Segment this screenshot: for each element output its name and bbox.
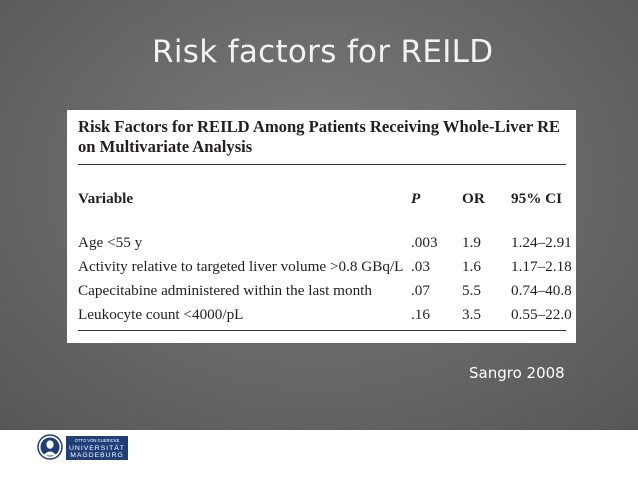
header-variable: Variable [78,190,134,207]
table-row: Capecitabine administered within the las… [67,282,576,302]
cell-p: .07 [411,282,430,299]
header-or: OR [462,190,485,207]
cell-ci: 1.17–2.18 [511,258,572,275]
table-top-rule [78,164,566,165]
cell-or: 3.5 [462,306,481,323]
slide-background: Risk factors for REILD Risk Factors for … [0,0,638,430]
cell-variable: Activity relative to targeted liver volu… [78,258,404,275]
wordmark-block [66,436,128,460]
cell-variable: Age <55 y [78,234,143,251]
slide-title: Risk factors for REILD [152,34,494,70]
cell-p: .003 [411,234,438,251]
cell-ci: 0.74–40.8 [511,282,572,299]
table-row: Age <55 y .003 1.9 1.24–2.91 [67,234,576,254]
logo-line-1: OTTO VON GUERICKE [75,438,120,443]
logo-line-2: UNIVERSITÄT [69,444,125,452]
cell-p: .16 [411,306,430,323]
cell-or: 5.5 [462,282,481,299]
table-title: Risk Factors for REILD Among Patients Re… [78,117,561,156]
logo-line-3: MAGDEBURG [70,452,124,459]
cell-or: 1.6 [462,258,481,275]
cell-ci: 0.55–22.0 [511,306,572,323]
table-header-row: Variable P OR 95% CI [67,190,576,210]
cell-variable: Capecitabine administered within the las… [78,282,372,299]
seal-ring-icon [37,434,63,460]
header-ci: 95% CI [511,190,563,207]
table-bottom-rule [78,330,566,331]
results-table: Risk Factors for REILD Among Patients Re… [67,110,576,343]
source-citation: Sangro 2008 [469,364,565,382]
cell-or: 1.9 [462,234,481,251]
university-logo: OTTO VON GUERICKE UNIVERSITÄT MAGDEBURG [37,434,128,460]
cell-p: .03 [411,258,430,275]
table-row: Leukocyte count <4000/pL .16 3.5 0.55–22… [67,306,576,326]
table-row: Activity relative to targeted liver volu… [67,258,576,278]
cell-ci: 1.24–2.91 [511,234,572,251]
cell-variable: Leukocyte count <4000/pL [78,306,244,323]
header-p: P [411,190,421,207]
